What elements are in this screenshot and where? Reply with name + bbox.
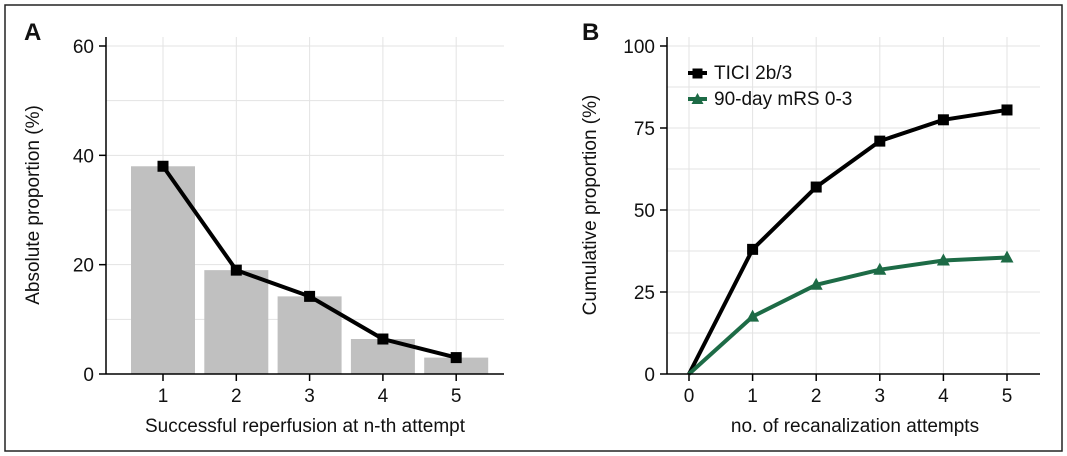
- marker-square: [874, 135, 886, 147]
- legend-tici-label: TICI 2b/3: [714, 63, 792, 84]
- bar: [204, 270, 269, 374]
- y-tick-label: 40: [73, 146, 94, 167]
- panel-b-y-label: Cumulative proportion (%): [580, 95, 601, 316]
- marker-triangle: [873, 262, 887, 275]
- marker-square: [1001, 104, 1013, 116]
- marker-square: [937, 114, 949, 126]
- marker-triangle: [809, 277, 823, 290]
- x-tick-label: 2: [811, 386, 822, 407]
- panel-a-y-ticks: 0 20 40 60: [73, 37, 106, 386]
- x-tick-label: 3: [875, 386, 886, 407]
- x-tick-label: 0: [684, 386, 695, 407]
- x-tick-label: 1: [158, 386, 169, 407]
- legend-tici-square-marker: [692, 68, 703, 79]
- bar: [131, 166, 195, 374]
- marker-triangle: [746, 309, 760, 322]
- series-mrs: [687, 250, 1014, 376]
- y-tick-label: 20: [73, 256, 94, 277]
- panel-b: B 0 25 50 75 100 0 1 2 3 4 5 no. of recanalizatio…: [580, 19, 1040, 437]
- line-marker-square: [377, 333, 389, 345]
- series-tici: [687, 104, 1013, 375]
- legend-item-tici: TICI 2b/3: [688, 63, 792, 84]
- legend-item-mrs: 90-day mRS 0-3: [688, 89, 852, 110]
- panel-b-legend: TICI 2b/3 90-day mRS 0-3: [688, 63, 852, 110]
- marker-triangle: [936, 253, 950, 266]
- panel-b-letter: B: [582, 19, 599, 46]
- y-tick-label: 60: [73, 37, 94, 58]
- line-marker-square: [304, 290, 316, 302]
- marker-square: [747, 243, 759, 255]
- line-marker-square: [157, 160, 169, 172]
- legend-mrs-label: 90-day mRS 0-3: [714, 89, 852, 110]
- panel-a-markers: [157, 160, 462, 364]
- x-tick-label: 4: [378, 386, 389, 407]
- y-tick-label: 100: [623, 37, 655, 58]
- panel-b-x-ticks: 0 1 2 3 4 5: [684, 374, 1013, 407]
- bar: [424, 357, 489, 374]
- y-tick-label: 25: [634, 283, 655, 304]
- panel-a-x-label: Successful reperfusion at n-th attempt: [145, 416, 466, 437]
- x-tick-label: 3: [304, 386, 315, 407]
- series-line: [687, 107, 1008, 375]
- marker-triangle: [1000, 250, 1014, 263]
- x-tick-label: 2: [231, 386, 242, 407]
- panel-b-x-label: no. of recanalization attempts: [731, 416, 979, 437]
- panel-b-y-ticks: 0 25 50 75 100: [623, 37, 667, 386]
- y-tick-label: 75: [634, 119, 655, 140]
- y-tick-label: 0: [644, 365, 655, 386]
- x-tick-label: 1: [747, 386, 758, 407]
- panel-a-letter: A: [24, 19, 41, 46]
- line-marker-square: [230, 264, 242, 276]
- panel-a-y-label: Absolute proportion (%): [23, 105, 44, 305]
- x-tick-label: 5: [451, 386, 462, 407]
- panel-b-series: [687, 104, 1014, 376]
- legend-mrs-triangle-marker: [691, 93, 704, 104]
- panel-a-x-ticks: 1 2 3 4 5: [158, 374, 462, 407]
- x-tick-label: 4: [938, 386, 949, 407]
- marker-square: [810, 181, 822, 193]
- x-tick-label: 5: [1002, 386, 1013, 407]
- y-tick-label: 0: [83, 365, 94, 386]
- series-line: [687, 255, 1008, 376]
- line-marker-square: [450, 352, 462, 364]
- y-tick-label: 50: [634, 201, 655, 222]
- panel-a: A 0 20 40 60 1 2 3 4 5 Successful reperfusion a…: [23, 19, 504, 437]
